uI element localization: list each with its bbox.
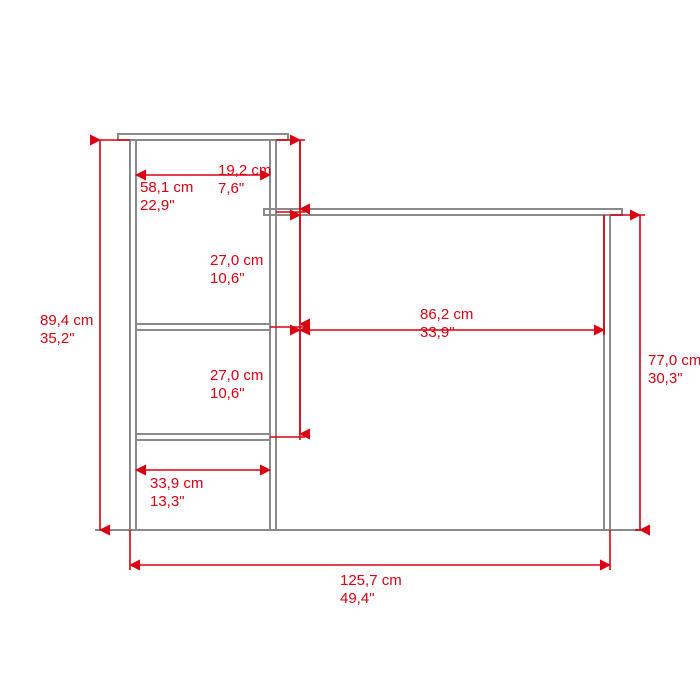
label-gap2: 27,0 cm 10,6": [210, 242, 268, 287]
label-overall-width: 125,7 cm 49,4": [340, 562, 406, 607]
dimension-text: 89,4 cm 35,2" 77,0 cm 30,3" 125,7 cm 49,…: [40, 152, 700, 607]
label-gap3: 27,0 cm 10,6": [210, 357, 268, 402]
label-overall-height: 89,4 cm 35,2": [40, 302, 98, 347]
label-top-shelf-width: 58,1 cm 22,9": [140, 169, 198, 214]
label-gap1: 19,2 cm 7,6": [218, 152, 276, 197]
label-desk-span: 86,2 cm 33,9": [420, 296, 478, 341]
label-right-height: 77,0 cm 30,3": [648, 342, 700, 387]
label-inner-width: 33,9 cm 13,3": [150, 465, 208, 510]
